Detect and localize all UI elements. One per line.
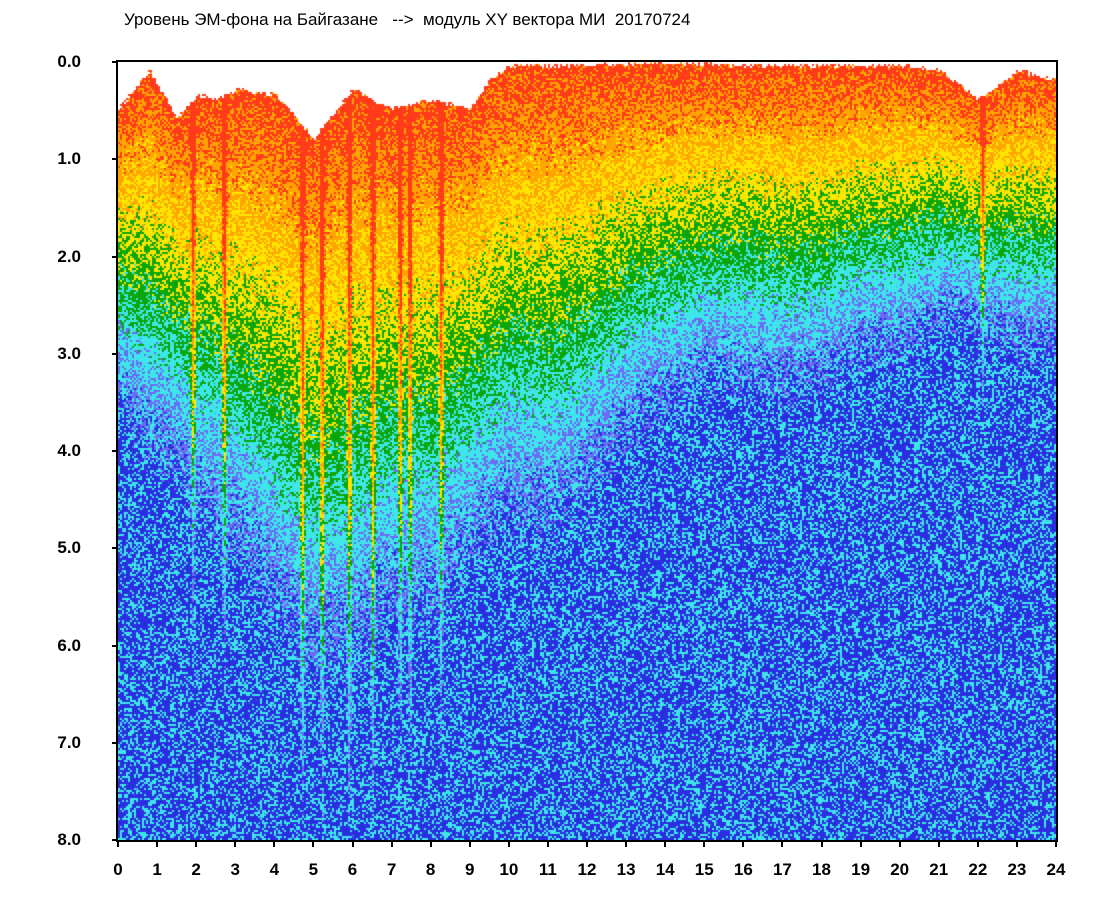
x-tick-mark (390, 842, 393, 847)
x-tick-mark (156, 842, 159, 847)
y-tick-mark (112, 450, 117, 452)
x-tick-label: 5 (308, 860, 319, 879)
x-tick-mark (273, 842, 276, 847)
y-tick-mark (112, 158, 117, 161)
x-tick-label: 10 (499, 860, 519, 879)
x-tick-mark (234, 842, 237, 847)
x-tick-mark (351, 842, 354, 847)
x-tick-mark (1055, 842, 1057, 847)
y-tick-label: 5.0 (57, 538, 81, 558)
x-tick-mark (898, 842, 901, 847)
x-tick-label: 7 (386, 860, 397, 879)
x-tick-mark (468, 842, 471, 847)
x-tick-mark (703, 842, 706, 847)
x-tick-mark (937, 842, 940, 847)
x-tick-label: 3 (230, 860, 240, 879)
y-tick-mark (112, 255, 117, 258)
plot-area (116, 60, 1058, 842)
x-tick-mark (820, 842, 823, 847)
chart-title: Уровень ЭМ-фона на Байгазане --> модуль … (124, 10, 691, 29)
x-tick-label: 12 (577, 860, 597, 879)
x-tick-mark (664, 842, 667, 847)
y-tick-mark (112, 547, 117, 550)
y-tick-mark (112, 839, 117, 841)
x-tick-label: 1 (152, 860, 162, 879)
x-tick-mark (195, 842, 198, 847)
x-tick-label: 20 (890, 860, 910, 879)
x-tick-label: 0 (113, 860, 123, 879)
heatmap-canvas (118, 62, 1056, 840)
x-tick-label: 23 (1007, 860, 1027, 879)
y-tick-label: 1.0 (57, 149, 81, 169)
y-tick-label: 0.0 (57, 52, 81, 71)
x-tick-label: 8 (425, 860, 436, 879)
x-tick-mark (742, 842, 745, 847)
x-tick-label: 18 (812, 860, 831, 879)
y-tick-mark (112, 644, 117, 647)
y-tick-label: 4.0 (57, 441, 81, 460)
y-tick-label: 7.0 (57, 732, 81, 752)
x-tick-label: 6 (347, 860, 358, 879)
x-tick-mark (859, 842, 862, 847)
x-tick-label: 4 (269, 860, 280, 879)
x-tick-label: 2 (191, 860, 201, 879)
x-tick-label: 11 (538, 860, 557, 879)
x-tick-mark (976, 842, 979, 847)
x-tick-label: 16 (733, 860, 753, 879)
x-tick-mark (781, 842, 784, 847)
x-tick-label: 13 (616, 860, 636, 879)
x-tick-label: 19 (851, 860, 871, 879)
x-tick-label: 24 (1046, 860, 1066, 879)
x-tick-label: 14 (655, 860, 675, 879)
x-tick-mark (586, 842, 588, 847)
x-tick-mark (1015, 842, 1018, 847)
y-tick-mark (112, 61, 117, 63)
x-tick-mark (507, 842, 510, 847)
x-tick-mark (312, 842, 315, 847)
y-tick-mark (112, 352, 117, 355)
x-tick-mark (429, 842, 432, 847)
y-tick-label: 8.0 (57, 830, 81, 849)
y-tick-label: 6.0 (57, 635, 81, 655)
x-tick-label: 9 (465, 860, 475, 879)
x-tick-label: 21 (929, 860, 949, 879)
y-tick-label: 2.0 (57, 246, 81, 266)
x-tick-mark (117, 842, 119, 847)
x-tick-mark (546, 842, 549, 847)
y-tick-mark (112, 741, 117, 744)
x-tick-mark (625, 842, 628, 847)
y-tick-label: 3.0 (57, 343, 81, 363)
x-tick-label: 15 (694, 860, 714, 879)
x-tick-label: 22 (968, 860, 988, 879)
x-tick-label: 17 (772, 860, 792, 879)
